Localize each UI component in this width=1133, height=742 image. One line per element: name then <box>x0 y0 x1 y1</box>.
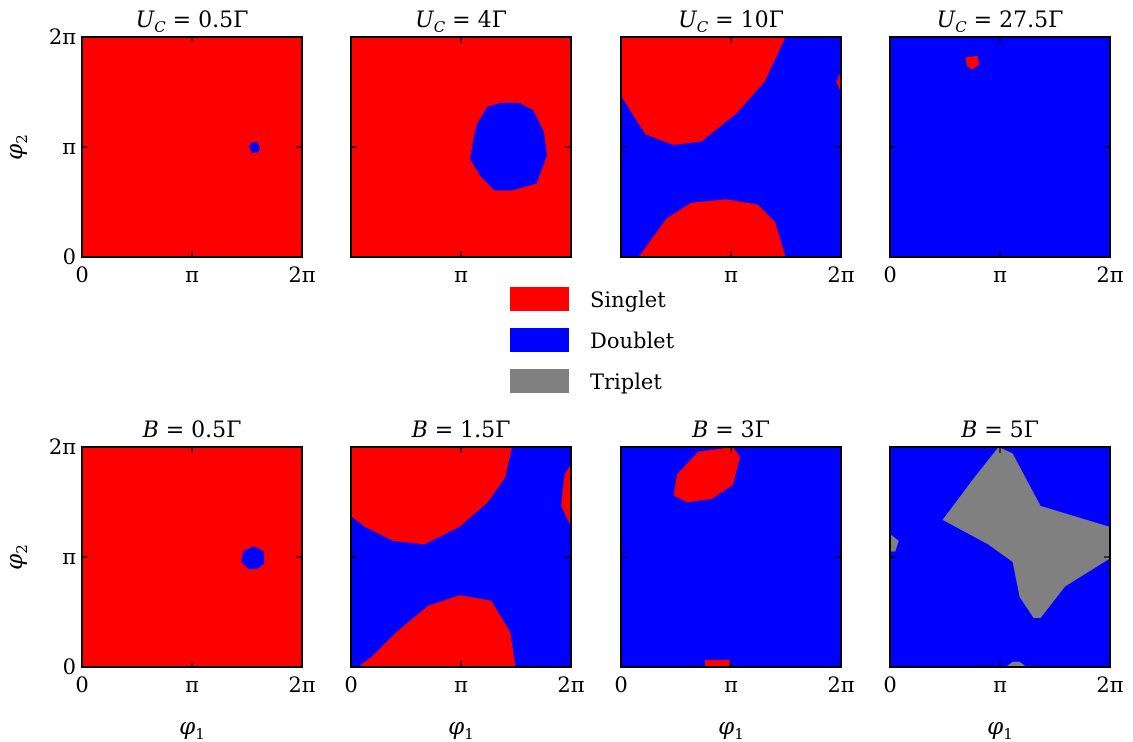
x-tick-label: 0 <box>75 263 88 287</box>
x-tick-label: π <box>185 673 199 697</box>
singlet-region-2 <box>561 463 571 527</box>
panel-title: B = 0.5Γ <box>142 418 242 443</box>
singlet-background <box>82 447 302 667</box>
singlet-region-0 <box>351 447 513 545</box>
x-tick-label: 2π <box>827 673 854 697</box>
panel-title: B = 3Γ <box>691 418 770 443</box>
y-tick-label: π <box>62 545 76 569</box>
legend: Singlet Doublet Triplet <box>510 287 675 394</box>
panel-1-0: B = 0.5Γ 0 π 2π 0 π 2π φ1 φ2 <box>2 418 316 742</box>
y-tick-label: 0 <box>63 655 76 679</box>
singlet-region-1 <box>638 199 786 257</box>
x-tick-label: 0 <box>883 673 896 697</box>
singlet-region-0 <box>673 447 741 503</box>
legend-swatch <box>510 369 569 393</box>
x-tick-label: 0 <box>614 673 627 697</box>
x-tick-label: π <box>724 673 738 697</box>
panel-title: B = 5Γ <box>960 418 1039 443</box>
panel-0-0: UC = 0.5Γ 0 π 2π 0 π 2π φ2 <box>2 8 316 287</box>
doublet-background <box>890 37 1110 257</box>
x-tick-label: π <box>724 263 738 287</box>
x-tick-label: 0 <box>883 263 896 287</box>
panel-0-2: UC = 10Γ π 2π <box>620 8 855 287</box>
panel-0-3: UC = 27.5Γ 0 π 2π <box>883 8 1123 287</box>
panel-title: B = 1.5Γ <box>411 418 511 443</box>
legend-entry-singlet: Singlet <box>510 287 666 312</box>
triplet-region-0 <box>942 447 1110 618</box>
triplet-region-2 <box>1005 661 1027 667</box>
panel-1-1: B = 1.5Γ 0 π 2π φ1 <box>344 418 584 742</box>
x-tick-label: π <box>993 263 1007 287</box>
panel-title: UC = 27.5Γ <box>937 8 1064 36</box>
singlet-region-0 <box>965 55 980 70</box>
singlet-region-0 <box>621 37 786 145</box>
x-tick-label: 2π <box>1096 673 1123 697</box>
y-tick-label: π <box>62 135 76 159</box>
x-tick-label: π <box>454 263 468 287</box>
legend-label: Triplet <box>590 370 662 394</box>
panel-title: UC = 4Γ <box>415 8 507 36</box>
x-tick-label: 2π <box>827 263 854 287</box>
x-tick-label: 2π <box>288 673 315 697</box>
triplet-region-1 <box>890 533 899 552</box>
x-tick-label: π <box>993 673 1007 697</box>
legend-swatch <box>510 328 569 352</box>
panel-title: UC = 10Γ <box>678 8 784 36</box>
y-axis-label: φ2 <box>2 134 31 160</box>
x-tick-label: π <box>454 673 468 697</box>
x-tick-label: 2π <box>557 673 584 697</box>
x-axis-label: φ1 <box>987 714 1013 742</box>
x-tick-label: 0 <box>344 673 357 697</box>
panel-1-2: B = 3Γ 0 π 2π φ1 <box>614 418 854 742</box>
x-tick-label: 0 <box>75 673 88 697</box>
legend-swatch <box>510 287 569 311</box>
legend-entry-doublet: Doublet <box>510 328 675 353</box>
singlet-region-2 <box>836 71 841 93</box>
doublet-region-0 <box>470 102 548 191</box>
panel-1-3: B = 5Γ 0 π 2π φ1 <box>883 418 1123 742</box>
y-tick-label: 2π <box>49 435 76 459</box>
legend-label: Singlet <box>590 288 666 312</box>
singlet-region-1 <box>358 595 516 667</box>
panel-0-1: UC = 4Γ π <box>350 8 572 287</box>
legend-label: Doublet <box>590 329 675 353</box>
x-tick-label: 2π <box>288 263 315 287</box>
doublet-region-0 <box>241 546 265 569</box>
y-axis-label: φ2 <box>2 544 31 570</box>
doublet-region-0 <box>249 142 260 153</box>
singlet-background <box>82 37 302 257</box>
y-tick-label: 2π <box>49 25 76 49</box>
y-tick-label: 0 <box>63 245 76 269</box>
x-axis-label: φ1 <box>718 714 744 742</box>
x-tick-label: 2π <box>1096 263 1123 287</box>
x-axis-label: φ1 <box>179 714 205 742</box>
x-axis-label: φ1 <box>448 714 474 742</box>
x-tick-label: π <box>185 263 199 287</box>
panel-title: UC = 0.5Γ <box>136 8 249 36</box>
legend-entry-triplet: Triplet <box>510 369 662 394</box>
singlet-region-1 <box>705 660 730 667</box>
